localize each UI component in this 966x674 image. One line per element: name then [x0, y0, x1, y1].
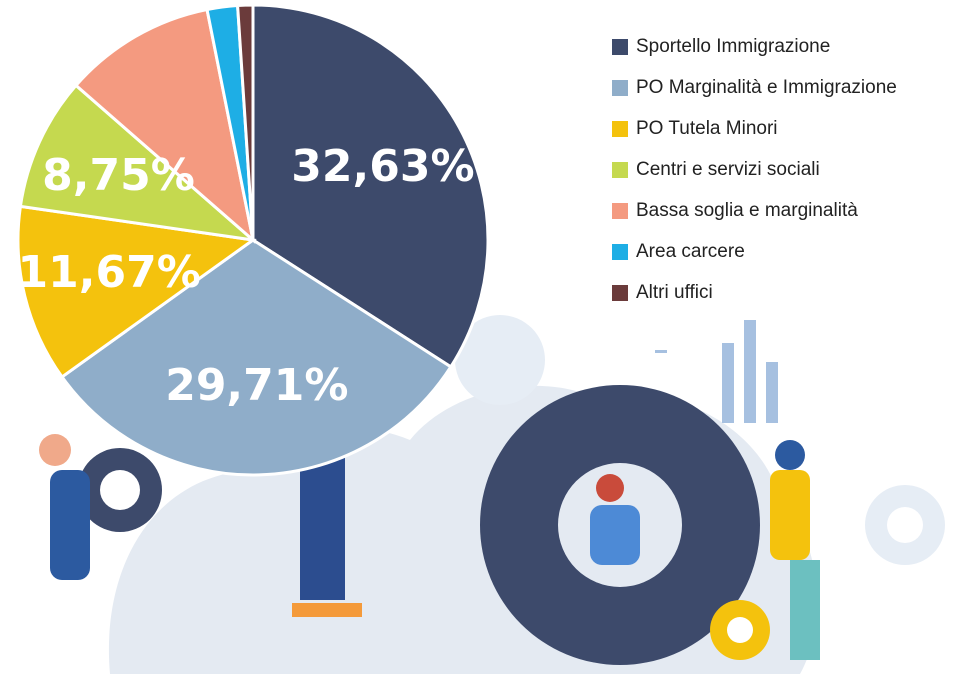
- legend-label: Altri uffici: [636, 282, 713, 303]
- legend-swatch: [612, 285, 628, 301]
- legend-swatch: [612, 244, 628, 260]
- legend-swatch: [612, 162, 628, 178]
- value-label: 29,71%: [165, 360, 348, 411]
- pie-slice: [16, 204, 257, 380]
- legend-swatch: [612, 203, 628, 219]
- legend-swatch: [612, 121, 628, 137]
- legend-label: PO Marginalità e Immigrazione: [636, 77, 897, 98]
- pie-slice: [73, 7, 256, 245]
- pie-slice: [59, 238, 453, 477]
- legend-label: Sportello Immigrazione: [636, 36, 830, 57]
- legend-swatch: [612, 39, 628, 55]
- pie-slice: [18, 83, 258, 243]
- legend-label: Centri e servizi sociali: [636, 159, 820, 180]
- legend-label: Bassa soglia e marginalità: [636, 200, 858, 221]
- value-label: 8,75%: [42, 150, 195, 201]
- legend-label: Area carcere: [636, 241, 745, 262]
- value-label: 11,67%: [18, 247, 201, 298]
- value-label: 32,63%: [291, 141, 474, 192]
- pie-slice: [235, 3, 255, 241]
- legend-label: PO Tutela Minori: [636, 118, 778, 139]
- legend-swatch: [612, 80, 628, 96]
